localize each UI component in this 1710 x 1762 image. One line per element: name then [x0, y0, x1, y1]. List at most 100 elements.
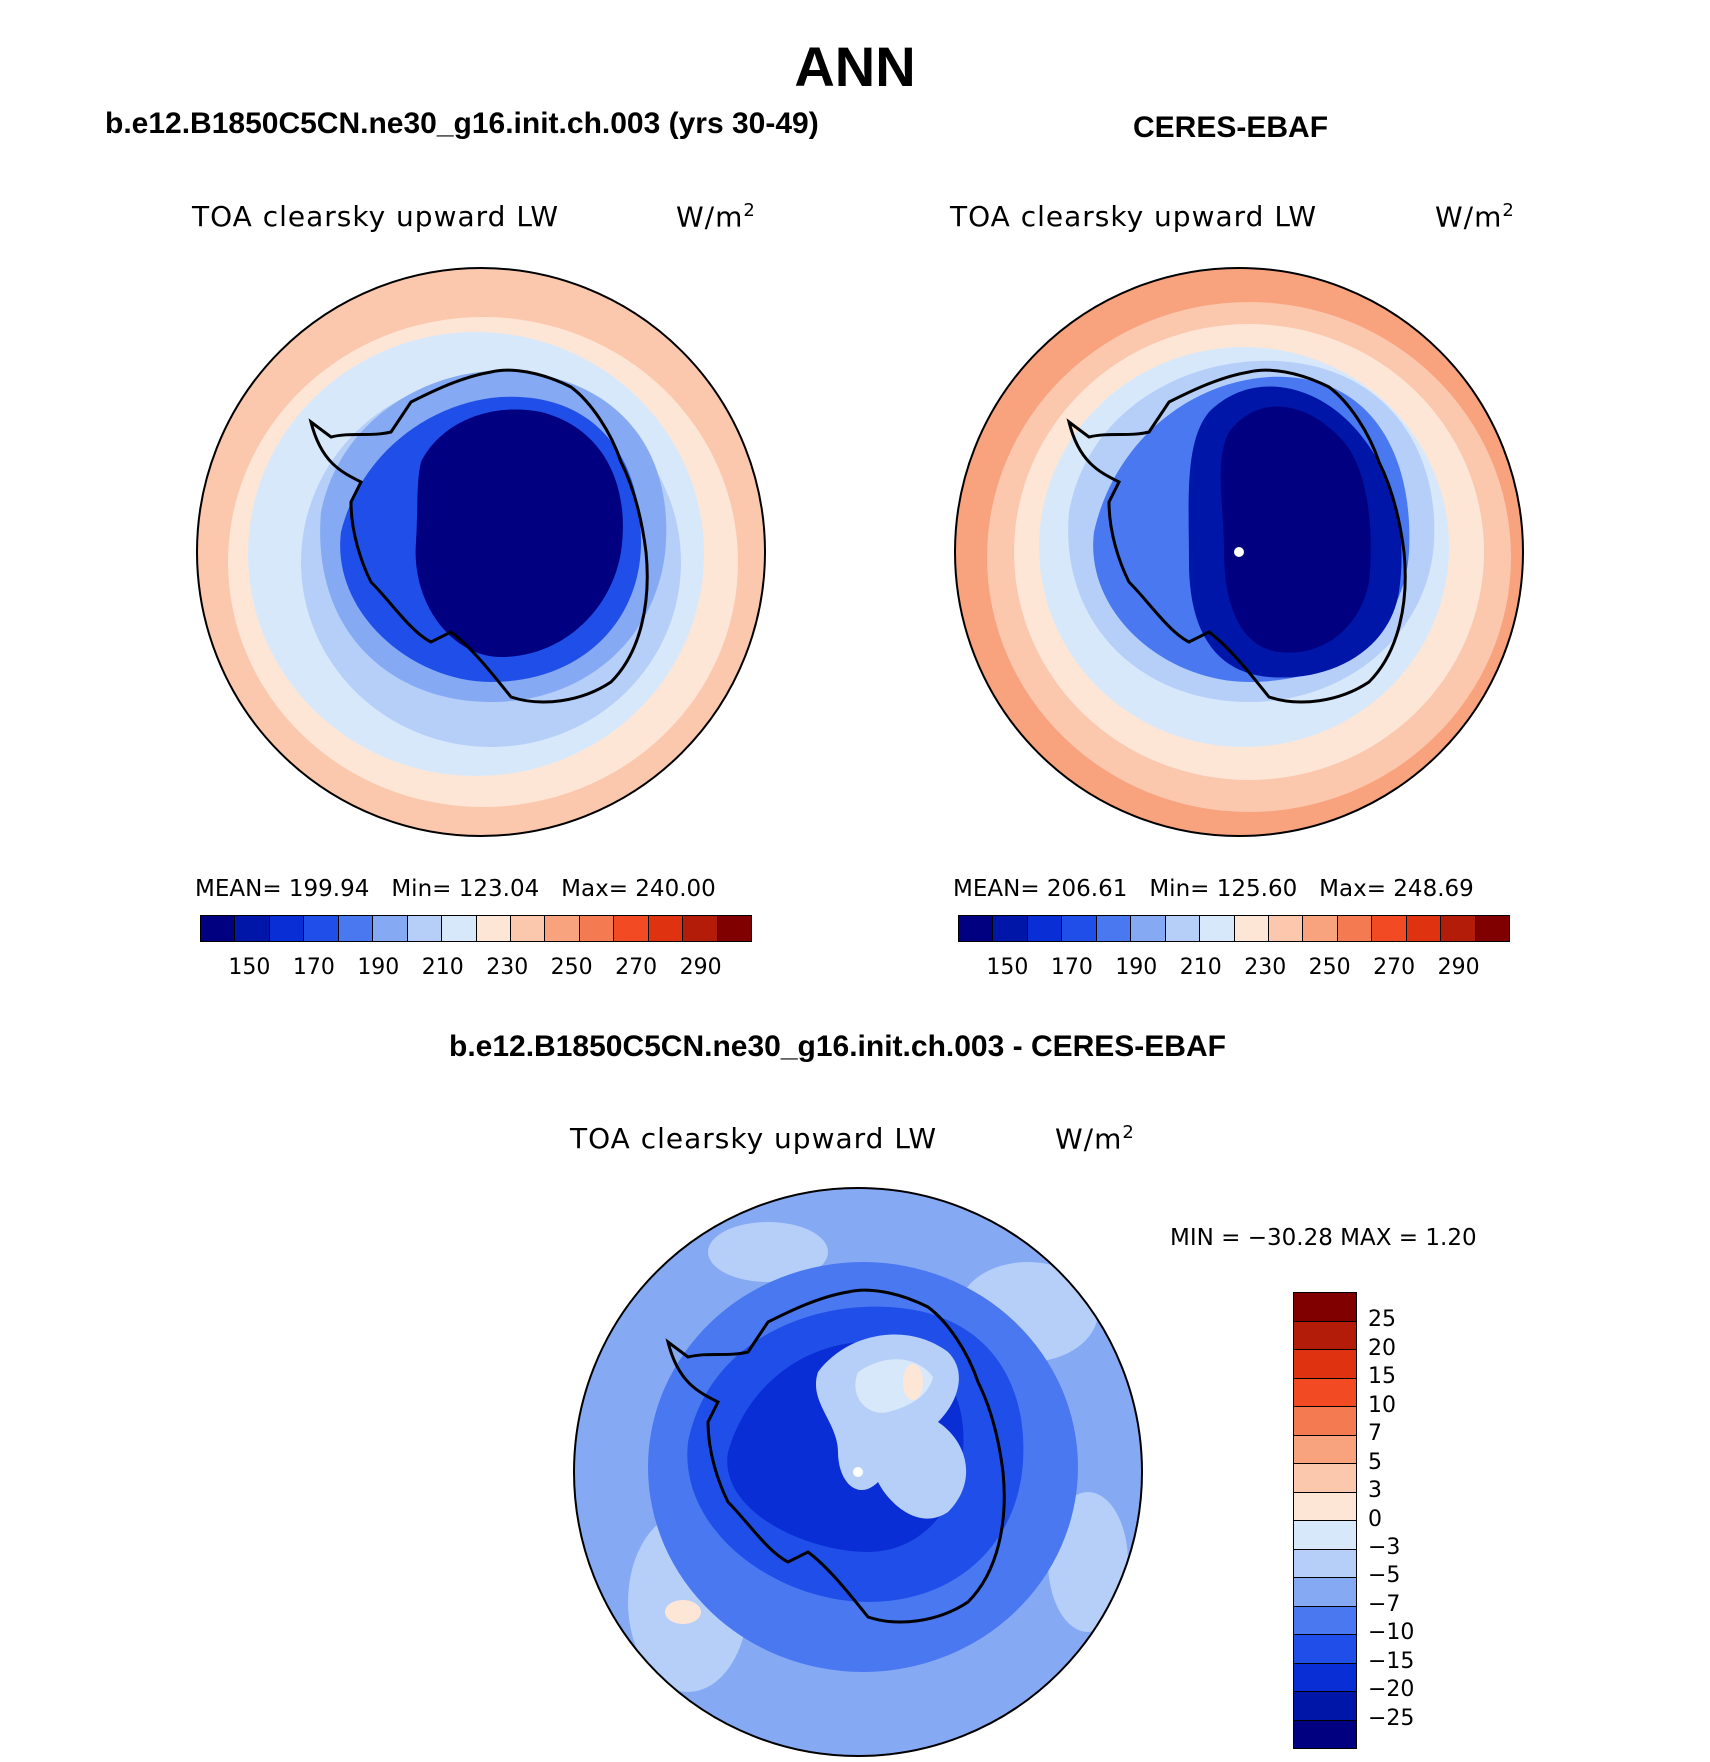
colorbar-swatch	[1294, 1350, 1356, 1379]
colorbar-tick-label: 290	[1437, 955, 1480, 980]
colorbar-swatch	[235, 916, 270, 941]
panel1-antarctica-coastline	[308, 368, 649, 704]
colorbar-swatch	[1294, 1435, 1356, 1464]
colorbar-tick-label: 7	[1368, 1421, 1382, 1447]
colorbar-tick-label: 210	[421, 955, 464, 980]
diff-minmax: MIN = −30.28 MAX = 1.20	[1170, 1225, 1477, 1251]
colorbar-tick-label: 150	[228, 955, 271, 980]
colorbar-tick-label: 270	[615, 955, 658, 980]
colorbar-swatch	[1096, 916, 1132, 941]
colorbar-swatch	[1337, 916, 1373, 941]
colorbar-swatch	[1294, 1606, 1356, 1635]
diff-variable-label: TOA clearsky upward LW	[570, 1122, 938, 1155]
colorbar-swatch	[1406, 916, 1442, 941]
colorbar-swatch	[1294, 1492, 1356, 1521]
diff-units-label: W/m2	[1055, 1122, 1135, 1156]
panel2-stats: MEAN= 206.61 Min= 125.60 Max= 248.69	[953, 876, 1474, 902]
colorbar-tick-label: 10	[1368, 1392, 1396, 1418]
colorbar-tick-label: 270	[1373, 955, 1416, 980]
colorbar-swatch	[1027, 916, 1063, 941]
colorbar-swatch	[1294, 1549, 1356, 1578]
colorbar-swatch	[1294, 1692, 1356, 1721]
panel1-variable-label: TOA clearsky upward LW	[192, 200, 560, 233]
diff-antarctica-coastline	[665, 1288, 1006, 1624]
colorbar-swatch	[442, 916, 477, 941]
panel2-case-title: CERES-EBAF	[1133, 111, 1329, 144]
colorbar-swatch	[1441, 916, 1476, 941]
colorbar-tick-label: −10	[1368, 1620, 1415, 1646]
panel1-units-label: W/m2	[676, 200, 756, 234]
colorbar-tick-label: 230	[1244, 955, 1287, 980]
colorbar-swatch	[1294, 1720, 1356, 1748]
colorbar-tick-label: 3	[1368, 1478, 1382, 1504]
colorbar-tick-label: 170	[1050, 955, 1093, 980]
colorbar-swatch	[1294, 1663, 1356, 1692]
colorbar-tick-label: 210	[1179, 955, 1222, 980]
colorbar-swatch	[201, 916, 236, 941]
colorbar-swatch	[545, 916, 580, 941]
panel2-antarctica-coastline	[1066, 368, 1407, 704]
colorbar-tick-label: 250	[1308, 955, 1351, 980]
colorbar-swatch	[993, 916, 1028, 941]
colorbar-swatch	[959, 916, 994, 941]
figure-title: ANN	[794, 35, 916, 98]
colorbar-swatch	[1294, 1464, 1356, 1493]
colorbar-swatch	[1294, 1293, 1356, 1322]
colorbar-swatch	[304, 916, 339, 941]
panel1-colorbar	[200, 915, 752, 942]
colorbar-swatch	[338, 916, 374, 941]
colorbar-tick-label: 0	[1368, 1506, 1382, 1532]
panel1-stats: MEAN= 199.94 Min= 123.04 Max= 240.00	[195, 876, 716, 902]
colorbar-tick-label: 250	[550, 955, 593, 980]
diff-polar-map	[573, 1187, 1143, 1757]
colorbar-swatch	[269, 916, 305, 941]
colorbar-swatch	[579, 916, 615, 941]
colorbar-tick-label: 15	[1368, 1364, 1396, 1390]
colorbar-swatch	[1234, 916, 1269, 941]
colorbar-tick-label: −15	[1368, 1648, 1415, 1674]
colorbar-swatch	[1294, 1407, 1356, 1436]
panel2-polar-map	[954, 267, 1524, 837]
colorbar-tick-label: 5	[1368, 1449, 1382, 1475]
colorbar-swatch	[1372, 916, 1407, 941]
colorbar-swatch	[1062, 916, 1097, 941]
colorbar-swatch	[1294, 1521, 1356, 1550]
colorbar-swatch	[683, 916, 718, 941]
colorbar-swatch	[717, 916, 751, 941]
colorbar-swatch	[614, 916, 649, 941]
colorbar-tick-label: 230	[486, 955, 529, 980]
colorbar-swatch	[1294, 1578, 1356, 1607]
colorbar-swatch	[407, 916, 443, 941]
colorbar-tick-label: −20	[1368, 1677, 1415, 1703]
colorbar-swatch	[1475, 916, 1509, 941]
colorbar-tick-label: 190	[357, 955, 400, 980]
panel2-colorbar-ticks: 150 170 190 210 230 250 270 290	[958, 955, 1491, 980]
colorbar-tick-label: −5	[1368, 1563, 1401, 1589]
colorbar-swatch	[648, 916, 684, 941]
panel2-colorbar	[958, 915, 1510, 942]
colorbar-swatch	[373, 916, 408, 941]
panel1-case-title: b.e12.B1850C5CN.ne30_g16.init.ch.003 (yr…	[105, 107, 819, 140]
colorbar-swatch	[1200, 916, 1235, 941]
colorbar-swatch	[1268, 916, 1304, 941]
panel2-variable-label: TOA clearsky upward LW	[950, 200, 1318, 233]
colorbar-swatch	[1294, 1635, 1356, 1664]
colorbar-swatch	[1131, 916, 1166, 941]
colorbar-tick-label: 25	[1368, 1307, 1396, 1333]
colorbar-swatch	[1165, 916, 1201, 941]
colorbar-tick-label: −7	[1368, 1591, 1401, 1617]
colorbar-tick-label: −25	[1368, 1705, 1415, 1731]
colorbar-swatch	[1303, 916, 1338, 941]
colorbar-tick-label: −3	[1368, 1534, 1401, 1560]
colorbar-tick-label: 150	[986, 955, 1029, 980]
diff-case-title: b.e12.B1850C5CN.ne30_g16.init.ch.003 - C…	[449, 1030, 1226, 1063]
colorbar-tick-label: 190	[1115, 955, 1158, 980]
diff-colorbar-labels: 25 20 15 10 7 5 3 0 −3 −5 −7 −10 −15 −20 −25	[1368, 1292, 1458, 1747]
colorbar-swatch	[510, 916, 546, 941]
diff-colorbar	[1293, 1292, 1357, 1749]
panel1-colorbar-ticks: 150 170 190 210 230 250 270 290	[200, 955, 733, 980]
colorbar-tick-label: 170	[292, 955, 335, 980]
colorbar-swatch	[476, 916, 511, 941]
panel2-units-label: W/m2	[1435, 200, 1515, 234]
colorbar-tick-label: 20	[1368, 1335, 1396, 1361]
